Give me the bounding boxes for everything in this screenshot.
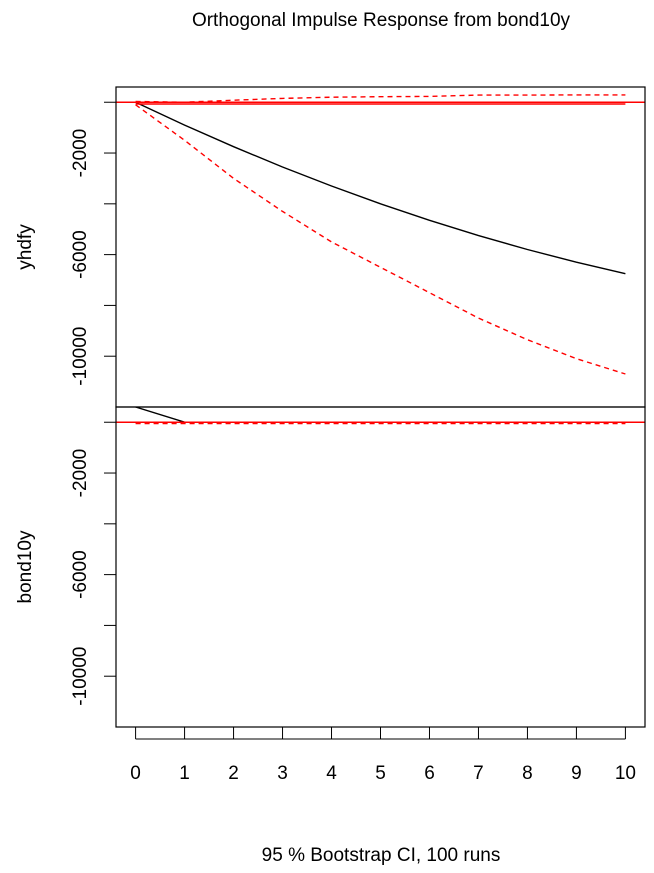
x-tick-label: 8 <box>522 763 533 784</box>
series-line-upper-0 <box>135 94 626 103</box>
x-tick-label: 1 <box>179 763 190 784</box>
series-group-1 <box>116 407 645 425</box>
y-tick-label: -10000 <box>70 327 91 386</box>
x-tick-label: 6 <box>424 763 435 784</box>
y-tick-label: -2000 <box>70 129 91 178</box>
y-tick-label: -10000 <box>70 647 91 706</box>
series-line-response-0 <box>135 101 626 275</box>
y-tick-label: -2000 <box>70 449 91 498</box>
chart-title: Orthogonal Impulse Response from bond10y <box>192 10 571 31</box>
panel-frame <box>115 86 646 408</box>
x-tick-label: 9 <box>571 763 582 784</box>
x-tick-label: 0 <box>130 763 141 784</box>
x-tick-label: 2 <box>228 763 239 784</box>
panels-group: -10000 -6000 -2000 yhdfy -10000 -6000 -2000 bon… <box>15 86 646 784</box>
series-group-0 <box>116 94 645 375</box>
x-tick-label: 3 <box>277 763 288 784</box>
x-tick-label: 7 <box>473 763 484 784</box>
y-axis-label-bond10y: bond10y <box>15 530 36 603</box>
series-line-response-1 <box>135 407 626 423</box>
y-axis-label-yhdfy: yhdfy <box>15 224 36 270</box>
x-tick-label: 10 <box>615 763 636 784</box>
x-tick-label: 5 <box>375 763 386 784</box>
x-axis-label: 95 % Bootstrap CI, 100 runs <box>262 845 501 866</box>
x-tick-label: 4 <box>326 763 337 784</box>
y-tick-label: -6000 <box>70 550 91 599</box>
series-line-lower-0 <box>135 104 626 375</box>
panel-frame <box>115 406 646 728</box>
y-tick-label: -6000 <box>70 230 91 279</box>
